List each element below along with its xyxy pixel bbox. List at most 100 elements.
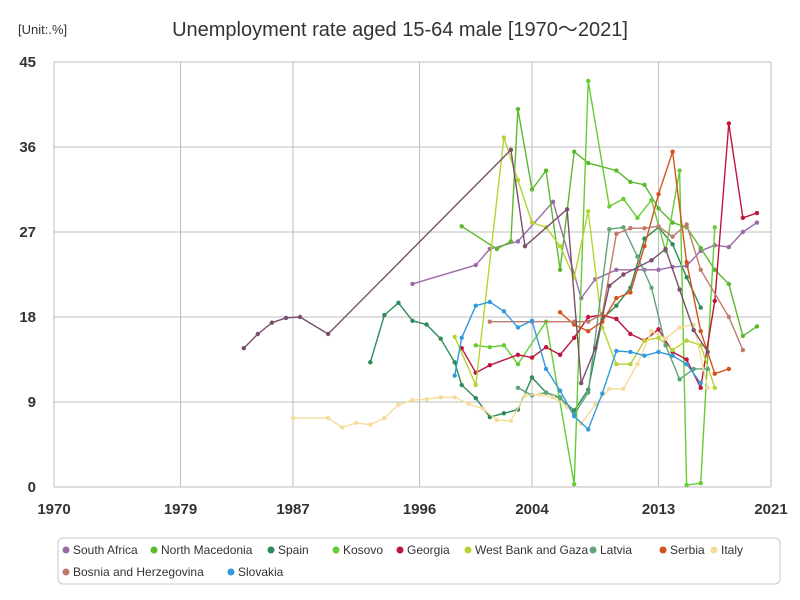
data-point (649, 197, 654, 203)
data-point (410, 318, 415, 323)
data-point (368, 422, 373, 427)
data-point (515, 352, 521, 357)
data-point (501, 309, 507, 314)
data-point (579, 380, 584, 386)
data-point (452, 360, 457, 365)
data-point (515, 362, 521, 367)
legend-label: Italy (721, 543, 743, 557)
data-point (571, 335, 577, 340)
legend-item: Italy (710, 543, 743, 557)
data-point (656, 192, 661, 197)
data-point (754, 220, 760, 225)
data-point (600, 391, 605, 396)
data-point (529, 220, 535, 225)
y-tick-label: 9 (28, 394, 36, 411)
legend-label: South Africa (73, 543, 138, 557)
data-point (529, 375, 535, 380)
data-point (529, 355, 535, 360)
data-point (543, 345, 549, 350)
data-point (614, 267, 619, 272)
data-point (410, 281, 415, 287)
data-point (473, 343, 478, 348)
data-point (290, 415, 296, 421)
data-point (452, 395, 457, 400)
data-point (614, 316, 619, 322)
series-line (475, 80, 716, 486)
data-point (754, 324, 760, 329)
data-point (586, 78, 591, 84)
data-point (480, 406, 485, 411)
data-point (614, 168, 619, 173)
series-layer (241, 78, 760, 488)
legend-marker (659, 546, 667, 554)
data-point (571, 319, 577, 324)
x-tick-label: 1970 (37, 501, 70, 518)
data-point (586, 209, 591, 214)
data-point (593, 345, 598, 351)
data-point (438, 336, 443, 341)
data-point (754, 210, 760, 216)
legend-item: North Macedonia (150, 543, 253, 557)
data-point (557, 388, 563, 393)
legend-label: Serbia (670, 543, 705, 557)
data-point (705, 385, 710, 391)
data-point (698, 328, 703, 334)
series-line (517, 226, 708, 415)
data-point (649, 258, 654, 263)
data-point (614, 362, 619, 367)
legend-label: North Macedonia (161, 543, 253, 557)
data-point (543, 366, 549, 372)
data-point (571, 149, 577, 154)
data-point (438, 395, 443, 400)
series-ireland (241, 147, 710, 386)
data-point (473, 396, 478, 401)
data-point (501, 343, 507, 348)
data-point (241, 345, 246, 351)
data-point (740, 347, 746, 353)
legend-marker (267, 546, 275, 554)
series-kosovo (473, 78, 717, 488)
y-tick-label: 27 (19, 224, 36, 241)
data-point (684, 260, 689, 265)
data-point (515, 325, 521, 330)
data-point (396, 300, 401, 306)
data-point (684, 275, 689, 280)
y-axis-ticks: 0 9 18 27 36 45 (19, 54, 36, 496)
series-slovakia (452, 299, 703, 432)
data-point (663, 336, 668, 341)
data-point (529, 318, 535, 323)
data-point (614, 295, 619, 301)
data-point (508, 147, 514, 153)
data-point (586, 319, 591, 324)
series-italy (290, 322, 710, 430)
data-point (656, 267, 661, 272)
data-point (649, 328, 654, 334)
data-point (726, 244, 732, 250)
data-point (473, 303, 478, 308)
data-point (705, 366, 710, 372)
data-point (663, 246, 668, 252)
legend: South Africa North Macedonia Spain Kosovo Ge… (57, 537, 781, 585)
data-point (424, 322, 429, 327)
data-point (677, 325, 682, 330)
data-point (635, 362, 640, 367)
data-point (698, 481, 703, 486)
data-point (368, 360, 373, 365)
data-point (621, 225, 626, 230)
legend-label: Latvia (600, 543, 632, 557)
data-point (712, 267, 717, 272)
data-point (607, 283, 612, 289)
data-point (670, 242, 675, 247)
data-point (410, 397, 415, 403)
series-latvia (515, 225, 710, 417)
data-point (621, 386, 626, 391)
series-bosnia-and-herzegovina (487, 222, 746, 353)
data-point (614, 231, 619, 237)
data-point (642, 182, 647, 187)
legend-item: Latvia (589, 543, 632, 557)
data-point (677, 377, 682, 382)
legend-marker (332, 546, 340, 554)
data-point (656, 349, 661, 355)
data-point (642, 353, 647, 358)
